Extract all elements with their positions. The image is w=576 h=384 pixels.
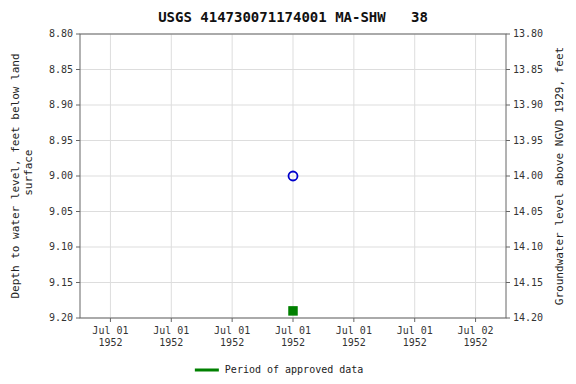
tick-label: 8.80 [49,28,73,39]
tick-label: 8.95 [49,135,73,146]
series [289,307,297,315]
tick [506,176,510,177]
y2-axis: 14.20 14.15 14.10 14.05 14.00 13.95 13.90 13.85… [506,28,543,323]
tick [353,318,354,322]
legend-swatch [195,369,219,372]
tick [76,282,80,283]
tick-label: 9.20 [49,312,73,323]
grid-line [171,34,172,318]
tick [76,105,80,106]
text-line: Depth to water level, feet below land [9,53,22,298]
grid-line [475,34,476,318]
tick-label: 14.20 [513,312,543,323]
tick [232,318,233,322]
point [289,307,297,315]
tick-label: Jul 011952 [153,325,189,348]
text-line: 1952 [281,337,305,348]
tick-label: 8.85 [49,64,73,75]
tick-label: Jul 011952 [214,325,250,348]
tick-label: 14.15 [513,277,543,288]
text-line: 1952 [220,337,244,348]
tick-label: 13.80 [513,28,543,39]
tick [76,211,80,212]
tick-label: Jul 021952 [458,325,494,348]
text-line: 1952 [464,337,488,348]
tick [76,69,80,70]
tick-label: 13.95 [513,135,543,146]
text-line: Jul 01 [336,325,372,336]
grid-line [293,34,294,318]
axis-label: Groundwater level above NGVD 1929, feet [553,47,566,305]
tick-label: 9.15 [49,277,73,288]
text-line: Jul 01 [214,325,250,336]
text-line: 1952 [98,337,122,348]
text-line: 1952 [403,337,427,348]
legend: Period of approved data [195,364,363,375]
y-axis: 8.80 8.85 8.90 8.95 9.00 9.05 9.10 9.15 9.20 [49,28,80,323]
tick [76,140,80,141]
text-line: Jul 01 [92,325,128,336]
text-line: Groundwater level above NGVD 1929, feet [553,47,566,305]
tick [475,318,476,322]
tick [506,34,510,35]
point [289,172,298,181]
tick-label: 9.00 [49,170,73,181]
tick [76,318,80,319]
tick-label: 14.10 [513,241,543,252]
tick-label: 9.10 [49,241,73,252]
tick [76,247,80,248]
grid-line [232,34,233,318]
tick [506,140,510,141]
marks [289,172,298,315]
text-line: Jul 02 [458,325,494,336]
grid [80,34,506,318]
grid-line [353,34,354,318]
text-line: 1952 [342,337,366,348]
tick [76,34,80,35]
plot-frame [80,34,506,318]
tick-label: Jul 011952 [92,325,128,348]
tick-label: 13.90 [513,99,543,110]
text-line: 1952 [159,337,183,348]
background [0,0,576,384]
tick [110,318,111,322]
tick [506,69,510,70]
tick-label: 14.00 [513,170,543,181]
tick [506,247,510,248]
tick [506,211,510,212]
tick-label: 14.05 [513,206,543,217]
text-line: Jul 01 [275,325,311,336]
text-line: Jul 01 [153,325,189,336]
legend-label: Period of approved data [225,364,363,375]
tick [414,318,415,322]
title: USGS 414730071174001 MA-SHW 38 [158,9,428,25]
tick-label: Jul 011952 [336,325,372,348]
tick [506,105,510,106]
text-line: Jul 01 [397,325,433,336]
tick-label: 9.05 [49,206,73,217]
tick [76,176,80,177]
grid-line [414,34,415,318]
x-axis: Jul 011952Jul 011952Jul 011952Jul 011952… [92,318,493,348]
series [289,172,298,181]
chart: 8.80 8.85 8.90 8.95 9.00 9.05 9.10 9.15 9.20 14.2… [0,0,576,384]
grid-line [110,34,111,318]
tick [293,318,294,322]
tick-label: 13.85 [513,64,543,75]
tick [506,318,510,319]
tick [171,318,172,322]
tick-label: Jul 011952 [275,325,311,348]
text-line: surface [22,150,35,203]
tick-label: 8.90 [49,99,73,110]
axis-label: Depth to water level, feet below land su… [9,53,35,298]
tick [506,282,510,283]
tick-label: Jul 011952 [397,325,433,348]
